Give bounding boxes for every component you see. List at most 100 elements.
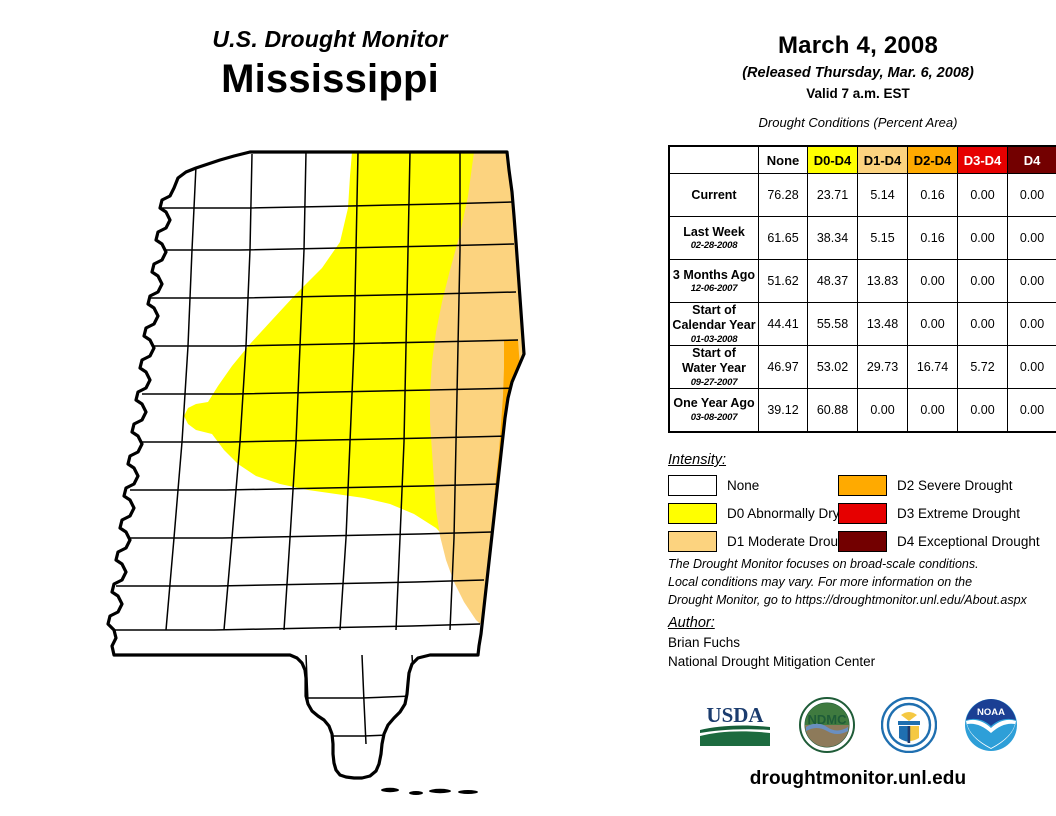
table-cell-d0-d4: 23.71 — [807, 173, 858, 217]
ndmc-logo[interactable]: NDMC — [799, 696, 855, 758]
svg-text:NDMC: NDMC — [808, 712, 848, 727]
table-body: Current 76.28 23.71 5.14 0.16 0.00 0.00 Last We… — [668, 173, 1056, 432]
table-cell-d2-d4: 16.74 — [907, 345, 958, 389]
legend-swatch-d0-icon — [668, 503, 717, 524]
table-row-date: 09-27-2007 — [690, 376, 738, 388]
table-cell-d1-d4: 29.73 — [857, 345, 908, 389]
table-cell-none: 76.28 — [758, 173, 808, 217]
issue-date: March 4, 2008 — [777, 32, 939, 59]
legend-swatch-none-icon — [668, 475, 717, 496]
valid-time: Valid 7 a.m. EST — [806, 86, 910, 101]
table-cell-d2-d4: 0.16 — [907, 173, 958, 217]
legend-label-d0: D0 Abnormally Dry — [727, 506, 840, 521]
legend-label-d2: D2 Severe Drought — [897, 478, 1013, 493]
table-cell-d2-d4: 0.00 — [907, 388, 958, 432]
author-name: Brian Fuchs — [668, 635, 741, 650]
disclaimer-line-2: Local conditions may vary. For more info… — [668, 574, 973, 589]
legend-swatch-d4-icon — [838, 531, 887, 552]
intensity-legend: Intensity: None D2 Severe Drought D0 Abn… — [668, 452, 1054, 552]
table-row-label: 3 Months Ago 12-06-2007 — [668, 259, 759, 303]
column-header-none: None — [758, 145, 808, 174]
map-title-state: Mississippi — [221, 57, 439, 101]
column-header-d1-d4: D1-D4 — [857, 145, 908, 174]
commerce-logo[interactable] — [880, 696, 938, 758]
table-cell-d4: 0.00 — [1007, 302, 1056, 346]
legend-label-none: None — [727, 478, 760, 493]
table-row: Current 76.28 23.71 5.14 0.16 0.00 0.00 — [668, 173, 1056, 217]
table-row: One Year Ago 03-08-2007 39.12 60.88 0.00 0.00… — [668, 388, 1056, 432]
table-cell-d4: 0.00 — [1007, 216, 1056, 260]
drought-conditions-table-wrap: None D0-D4 D1-D4 D2-D4 D3-D4 D4 Current 7… — [668, 145, 1056, 433]
svg-text:USDA: USDA — [706, 703, 764, 727]
disclaimer-line-1: The Drought Monitor focuses on broad-sca… — [668, 557, 979, 571]
table-header: None D0-D4 D1-D4 D2-D4 D3-D4 D4 — [669, 145, 1056, 174]
table-cell-d1-d4: 13.83 — [857, 259, 908, 303]
legend-item-d2: D2 Severe Drought — [838, 475, 1054, 496]
table-row-label: Start of Water Year 09-27-2007 — [668, 345, 759, 389]
column-header-d3-d4: D3-D4 — [957, 145, 1008, 174]
table-cell-d4: 0.00 — [1007, 173, 1056, 217]
legend-swatch-d2-icon — [838, 475, 887, 496]
column-header-d2-d4: D2-D4 — [907, 145, 958, 174]
table-cell-d3-d4: 0.00 — [957, 259, 1008, 303]
map-title-block: U.S. Drought Monitor Mississippi — [0, 26, 660, 102]
legend-swatch-d1-icon — [668, 531, 717, 552]
table-cell-d2-d4: 0.16 — [907, 216, 958, 260]
table-cell-d0-d4: 60.88 — [807, 388, 858, 432]
column-header-d4: D4 — [1007, 145, 1056, 174]
map-state-outline — [106, 150, 526, 780]
table-cell-d3-d4: 0.00 — [957, 173, 1008, 217]
legend-heading: Intensity: — [668, 452, 727, 468]
table-row: Last Week 02-28-2008 61.65 38.34 5.15 0.16 0.0… — [668, 216, 1056, 260]
legend-item-d1: D1 Moderate Drought — [668, 531, 857, 552]
table-row-label: Current — [668, 173, 759, 217]
disclaimer-line-3[interactable]: Drought Monitor, go to https://droughtmo… — [668, 592, 1027, 607]
table-cell-d1-d4: 5.14 — [857, 173, 908, 217]
table-cell-d3-d4: 0.00 — [957, 302, 1008, 346]
svg-text:NOAA: NOAA — [977, 707, 1005, 718]
legend-item-d4: D4 Exceptional Drought — [838, 531, 1054, 552]
legend-item-d3: D3 Extreme Drought — [838, 503, 1054, 524]
table-row-date: 12-06-2007 — [690, 283, 738, 295]
table-row: Start of Water Year 09-27-2007 46.97 53.02 29… — [668, 345, 1056, 389]
table-corner-cell — [669, 146, 759, 174]
site-url[interactable]: droughtmonitor.unl.edu — [749, 768, 967, 789]
legend-swatch-d3-icon — [838, 503, 887, 524]
usda-logo[interactable]: USDA — [697, 700, 773, 755]
table-cell-none: 39.12 — [758, 388, 808, 432]
table-cell-d0-d4: 53.02 — [807, 345, 858, 389]
mississippi-drought-map[interactable] — [100, 130, 580, 810]
legend-label-d3: D3 Extreme Drought — [897, 506, 1021, 521]
legend-label-d1: D1 Moderate Drought — [727, 534, 857, 549]
disclaimer-text: The Drought Monitor focuses on broad-sca… — [668, 556, 1054, 609]
table-cell-d0-d4: 48.37 — [807, 259, 858, 303]
legend-item-none: None — [668, 475, 838, 496]
table-row-date: 02-28-2008 — [690, 240, 738, 252]
table-caption: Drought Conditions (Percent Area) — [758, 115, 958, 130]
legend-grid: None D2 Severe Drought D0 Abnormally Dry… — [668, 475, 1054, 552]
table-cell-d2-d4: 0.00 — [907, 302, 958, 346]
table-cell-d0-d4: 55.58 — [807, 302, 858, 346]
legend-item-d0: D0 Abnormally Dry — [668, 503, 840, 524]
table-cell-d1-d4: 0.00 — [857, 388, 908, 432]
table-row: Start of Calendar Year 01-03-2008 44.41 55.5… — [668, 302, 1056, 346]
drought-conditions-table: None D0-D4 D1-D4 D2-D4 D3-D4 D4 Current 7… — [668, 145, 1056, 433]
author-heading: Author: — [668, 615, 715, 631]
table-cell-none: 46.97 — [758, 345, 808, 389]
table-cell-d3-d4: 0.00 — [957, 388, 1008, 432]
table-cell-none: 44.41 — [758, 302, 808, 346]
noaa-logo[interactable]: NOAA — [963, 697, 1019, 758]
map-region-d0 — [184, 152, 524, 690]
table-row-label: Start of Calendar Year 01-03-2008 — [668, 302, 759, 346]
info-panel: March 4, 2008 (Released Thursday, Mar. 6… — [660, 0, 1056, 816]
table-cell-d3-d4: 0.00 — [957, 216, 1008, 260]
map-title-program: U.S. Drought Monitor — [212, 26, 448, 52]
table-cell-d0-d4: 38.34 — [807, 216, 858, 260]
table-cell-d1-d4: 5.15 — [857, 216, 908, 260]
table-row-date: 03-08-2007 — [690, 412, 738, 424]
partner-logos: USDA NDMC — [660, 692, 1056, 762]
table-row-date: 01-03-2008 — [690, 333, 738, 345]
legend-label-d4: D4 Exceptional Drought — [897, 534, 1040, 549]
table-header-row: None D0-D4 D1-D4 D2-D4 D3-D4 D4 — [669, 145, 1056, 174]
table-row-label: One Year Ago 03-08-2007 — [668, 388, 759, 432]
